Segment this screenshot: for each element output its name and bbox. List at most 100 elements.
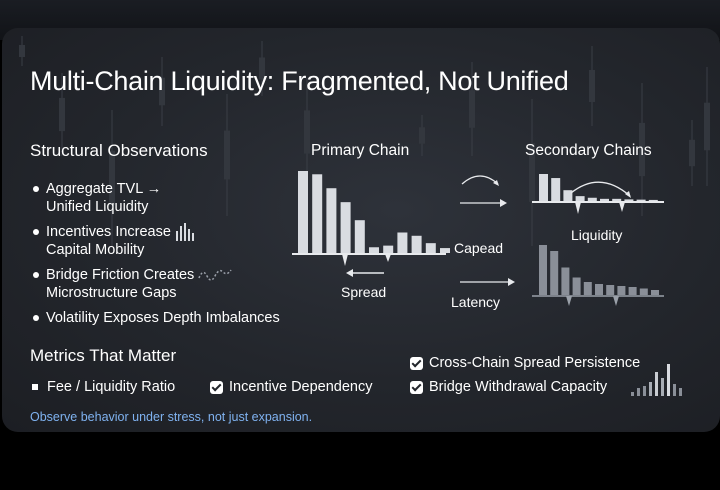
depth-bar <box>354 220 365 253</box>
background-candle-body <box>529 143 535 202</box>
liquidity-diagram <box>292 171 682 396</box>
bullet-dot <box>33 315 39 321</box>
depth-bar <box>606 285 615 295</box>
secondary-spike <box>619 202 625 212</box>
secondary-chain-bottom-depth-bars <box>539 245 659 295</box>
metric-label: Incentive Dependency <box>229 379 373 395</box>
metric-label: Fee / Liquidity Ratio <box>47 379 176 395</box>
secondary-chains-heading: Secondary Chains <box>525 142 652 159</box>
background-candle-body <box>59 97 65 132</box>
depth-bar <box>617 286 626 295</box>
depth-bar <box>587 197 597 201</box>
list-item-line1: Bridge Friction Creates <box>46 267 195 283</box>
background-candle-body <box>704 102 710 151</box>
metric-fee-liquidity-ratio: Fee / Liquidity Ratio <box>30 379 175 395</box>
secondary-hop-arc <box>570 181 631 197</box>
background-candle-body <box>109 150 115 206</box>
depth-bar <box>440 248 450 253</box>
metric-label: Cross-Chain Spread Persistence <box>429 355 641 371</box>
depth-bar <box>572 277 581 295</box>
depth-bar <box>312 174 323 253</box>
metric-cross-chain-spread-persistence: Cross-Chain Spread Persistence <box>410 355 640 371</box>
latency-label: Latency <box>451 294 501 310</box>
depth-bar <box>340 202 351 253</box>
depth-bar <box>600 198 609 201</box>
liquidity-label: Liquidity <box>571 227 623 243</box>
background-candle-body <box>639 122 645 177</box>
depth-bar <box>639 288 648 295</box>
background-candle-body <box>224 130 230 180</box>
primary-chain-depth-bars <box>298 171 450 253</box>
latency-arrow-head <box>508 278 515 286</box>
bullet-dot <box>33 229 39 235</box>
spread-label: Spread <box>341 284 387 300</box>
depth-bar <box>383 245 394 253</box>
hop-arc-arrow <box>461 175 499 185</box>
depth-bar <box>563 190 573 201</box>
list-item-line1: Volatility Exposes Depth Imbalances <box>46 310 280 326</box>
background-candlesticks <box>19 36 710 246</box>
metrics-mini-bars-icon <box>631 364 682 396</box>
secondary-spike <box>566 296 572 306</box>
spread-arrow-head <box>346 269 353 277</box>
depth-bar <box>583 282 592 295</box>
depth-bar <box>298 171 308 253</box>
secondary-spike <box>575 202 581 214</box>
bullet-dot <box>33 186 39 192</box>
depth-bar <box>628 287 637 295</box>
footnote: Observe behavior under stress, not just … <box>30 410 313 424</box>
depth-bar <box>326 188 337 253</box>
primary-chain-heading: Primary Chain <box>311 142 410 159</box>
depth-bar <box>397 232 408 253</box>
depth-bar <box>561 267 570 295</box>
background-candle-body <box>259 57 265 80</box>
background-candle-body <box>469 90 475 128</box>
metric-label: Bridge Withdrawal Capacity <box>429 379 608 395</box>
hop-arc-arrow-head <box>493 180 499 186</box>
list-item-line2: Microstructure Gaps <box>46 285 177 302</box>
slide-card: Multi-Chain Liquidity: Fragmented, Not U… <box>2 28 720 432</box>
depth-bar <box>550 251 559 295</box>
secondary-spike <box>613 296 619 306</box>
primary-spike <box>385 254 391 262</box>
depth-bar <box>369 247 379 253</box>
metrics-heading: Metrics That Matter <box>30 346 177 365</box>
checkbox-checked-icon <box>210 380 223 394</box>
list-item-line1: Incentives Increase <box>46 224 171 240</box>
bullet-dot <box>33 272 39 278</box>
list-item-line2: Unified Liquidity <box>46 199 149 215</box>
checkbox-checked-icon <box>410 356 423 370</box>
capead-label: Capead <box>454 240 504 256</box>
secondary-chain-top-depth-bars <box>539 174 658 201</box>
background-candle-body <box>159 77 165 106</box>
primary-spike <box>342 254 348 266</box>
background-candle-body <box>589 70 595 102</box>
depth-bar <box>636 199 646 201</box>
list-item-line1: Aggregate TVL → <box>46 181 162 197</box>
depth-bar <box>648 199 658 201</box>
depth-bar <box>551 178 561 201</box>
depth-bar <box>651 290 659 295</box>
mini-bars-icon <box>175 223 194 242</box>
background-candle-body <box>304 110 310 154</box>
metric-bridge-withdrawal-capacity: Bridge Withdrawal Capacity <box>410 379 607 395</box>
depth-bar <box>539 245 547 295</box>
list-item: Aggregate TVL → Unified Liquidity <box>30 180 161 216</box>
structural-observations-heading: Structural Observations <box>30 141 208 160</box>
list-item: Bridge Friction Creates Microstructure G… <box>30 266 234 302</box>
depth-bar <box>425 243 436 253</box>
list-item: Volatility Exposes Depth Imbalances <box>30 309 280 327</box>
checkbox-checked-icon <box>410 380 423 394</box>
capead-arrow-head <box>500 199 507 207</box>
depth-bar <box>411 235 422 253</box>
background-candle-body <box>419 127 425 144</box>
depth-bar <box>624 199 634 201</box>
list-item: Incentives Increase Capital Mobility <box>30 223 197 259</box>
background-candle-body <box>689 139 695 167</box>
depth-bar <box>575 196 585 201</box>
squiggle-bars-icon <box>198 269 232 281</box>
slide-title: Multi-Chain Liquidity: Fragmented, Not U… <box>30 66 569 96</box>
secondary-hop-arc-head <box>625 191 631 198</box>
background-candle-body <box>19 45 25 57</box>
metric-incentive-dependency: Incentive Dependency <box>210 379 373 395</box>
